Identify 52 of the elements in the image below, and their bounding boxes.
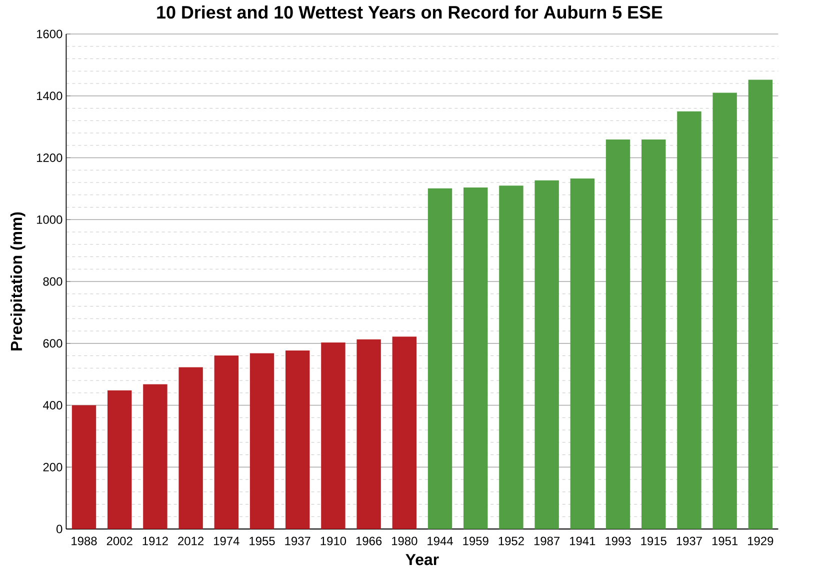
- chart-title: 10 Driest and 10 Wettest Years on Record for Auburn 5 ESE: [157, 6, 662, 19]
- bar: [712, 92, 737, 529]
- x-tick-label: 1952: [498, 536, 524, 546]
- x-tick-label: 1941: [570, 536, 596, 546]
- bar: [72, 405, 96, 529]
- x-tick-label: 1980: [392, 536, 418, 546]
- x-tick-label: 1929: [748, 536, 774, 546]
- x-tick-label: 1912: [142, 536, 168, 546]
- bar: [178, 367, 203, 529]
- bar: [286, 350, 310, 529]
- bar: [642, 139, 666, 529]
- bar: [677, 111, 702, 529]
- bar: [356, 339, 381, 529]
- x-tick-label: 1944: [428, 536, 453, 546]
- x-tick-label: 2012: [178, 536, 204, 546]
- x-tick-label: 1974: [214, 536, 240, 546]
- x-tick-label: 1955: [250, 536, 275, 546]
- x-tick-label: 1988: [72, 536, 97, 546]
- bar: [428, 188, 452, 529]
- x-tick-label: 1910: [320, 536, 346, 546]
- x-tick-label: 1937: [285, 536, 310, 546]
- bar: [570, 178, 595, 529]
- x-tick-label: 1937: [676, 536, 702, 546]
- y-tick-label: 1400: [36, 92, 62, 100]
- bar: [321, 342, 346, 529]
- bar: [464, 187, 488, 529]
- x-tick-label: 1987: [534, 536, 560, 546]
- y-tick-label: 800: [43, 277, 62, 286]
- bar: [534, 180, 559, 529]
- y-tick-label: 200: [43, 462, 62, 472]
- y-tick-label: 0: [56, 524, 62, 534]
- bar: [606, 139, 630, 529]
- y-tick-label: 600: [43, 339, 62, 348]
- bar: [499, 186, 524, 529]
- bar: [250, 353, 274, 529]
- x-tick-label: 1915: [641, 536, 666, 546]
- y-tick-label: 1200: [36, 154, 62, 162]
- x-tick-label: 1951: [712, 536, 738, 546]
- x-axis-title: Year: [406, 554, 439, 566]
- y-tick-label: 400: [43, 401, 62, 410]
- x-tick-label: 1966: [356, 536, 382, 546]
- bar: [748, 80, 773, 529]
- y-axis-title: Precipitation (mm): [10, 212, 26, 350]
- bar: [143, 384, 168, 529]
- bar: [392, 336, 417, 529]
- bar: [107, 390, 132, 529]
- bar: [214, 355, 239, 529]
- x-tick-label: 2002: [106, 536, 132, 546]
- y-tick-label: 1000: [36, 215, 62, 224]
- x-tick-label: 1993: [606, 536, 631, 546]
- x-tick-label: 1959: [463, 536, 488, 546]
- y-tick-label: 1600: [36, 30, 62, 38]
